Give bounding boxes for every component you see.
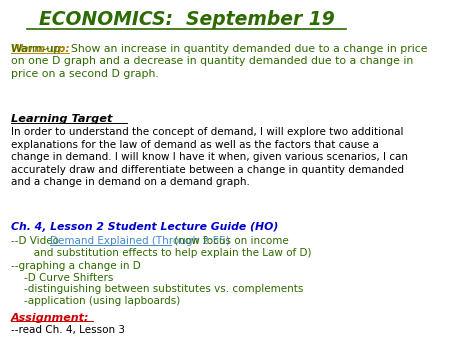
Text: Learning Target: Learning Target bbox=[11, 114, 112, 124]
Text: -application (using lapboards): -application (using lapboards) bbox=[24, 296, 180, 306]
Text: Ch. 4, Lesson 2 Student Lecture Guide (HO): Ch. 4, Lesson 2 Student Lecture Guide (H… bbox=[11, 222, 278, 232]
Text: Warm-up:: Warm-up: bbox=[11, 44, 70, 54]
Text: In order to understand the concept of demand, I will explore two additional
expl: In order to understand the concept of de… bbox=[11, 127, 408, 187]
Text: Demand Explained (Through 2:55): Demand Explained (Through 2:55) bbox=[50, 236, 230, 246]
Text: -D Curve Shifters: -D Curve Shifters bbox=[24, 273, 114, 283]
Text: -distinguishing between substitutes vs. complements: -distinguishing between substitutes vs. … bbox=[24, 285, 304, 294]
Text: (now focus on income: (now focus on income bbox=[171, 236, 289, 246]
Text: ECONOMICS:  September 19: ECONOMICS: September 19 bbox=[39, 10, 335, 29]
Text: --D Video: --D Video bbox=[11, 236, 62, 246]
Text: --read Ch. 4, Lesson 3: --read Ch. 4, Lesson 3 bbox=[11, 325, 125, 335]
Text: and substitution effects to help explain the Law of D): and substitution effects to help explain… bbox=[24, 248, 312, 258]
Text: Assignment:: Assignment: bbox=[11, 313, 89, 323]
Text: Warm-up:  Show an increase in quantity demanded due to a change in price
on one : Warm-up: Show an increase in quantity de… bbox=[11, 44, 427, 79]
Text: --graphing a change in D: --graphing a change in D bbox=[11, 261, 140, 271]
